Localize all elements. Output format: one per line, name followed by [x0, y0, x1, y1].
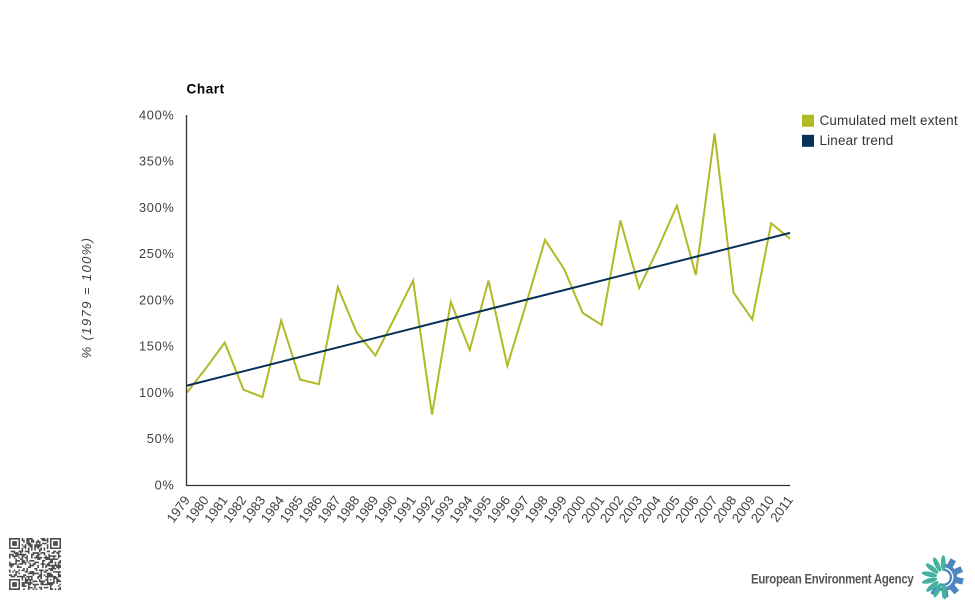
svg-text:Chart: Chart — [187, 82, 225, 97]
svg-text:300%: 300% — [139, 200, 175, 215]
svg-text:150%: 150% — [139, 339, 175, 354]
svg-text:200%: 200% — [139, 292, 175, 307]
svg-text:European Environment Agency: European Environment Agency — [751, 572, 914, 587]
svg-text:400%: 400% — [139, 107, 175, 122]
svg-text:350%: 350% — [139, 154, 175, 169]
svg-text:% (1979 = 100%): % (1979 = 100%) — [79, 237, 94, 359]
svg-text:100%: 100% — [139, 385, 175, 400]
svg-text:Cumulated melt extent: Cumulated melt extent — [820, 113, 958, 128]
svg-text:250%: 250% — [139, 246, 175, 261]
svg-text:50%: 50% — [147, 431, 175, 446]
svg-text:0%: 0% — [155, 477, 175, 492]
svg-text:Linear trend: Linear trend — [820, 133, 894, 148]
